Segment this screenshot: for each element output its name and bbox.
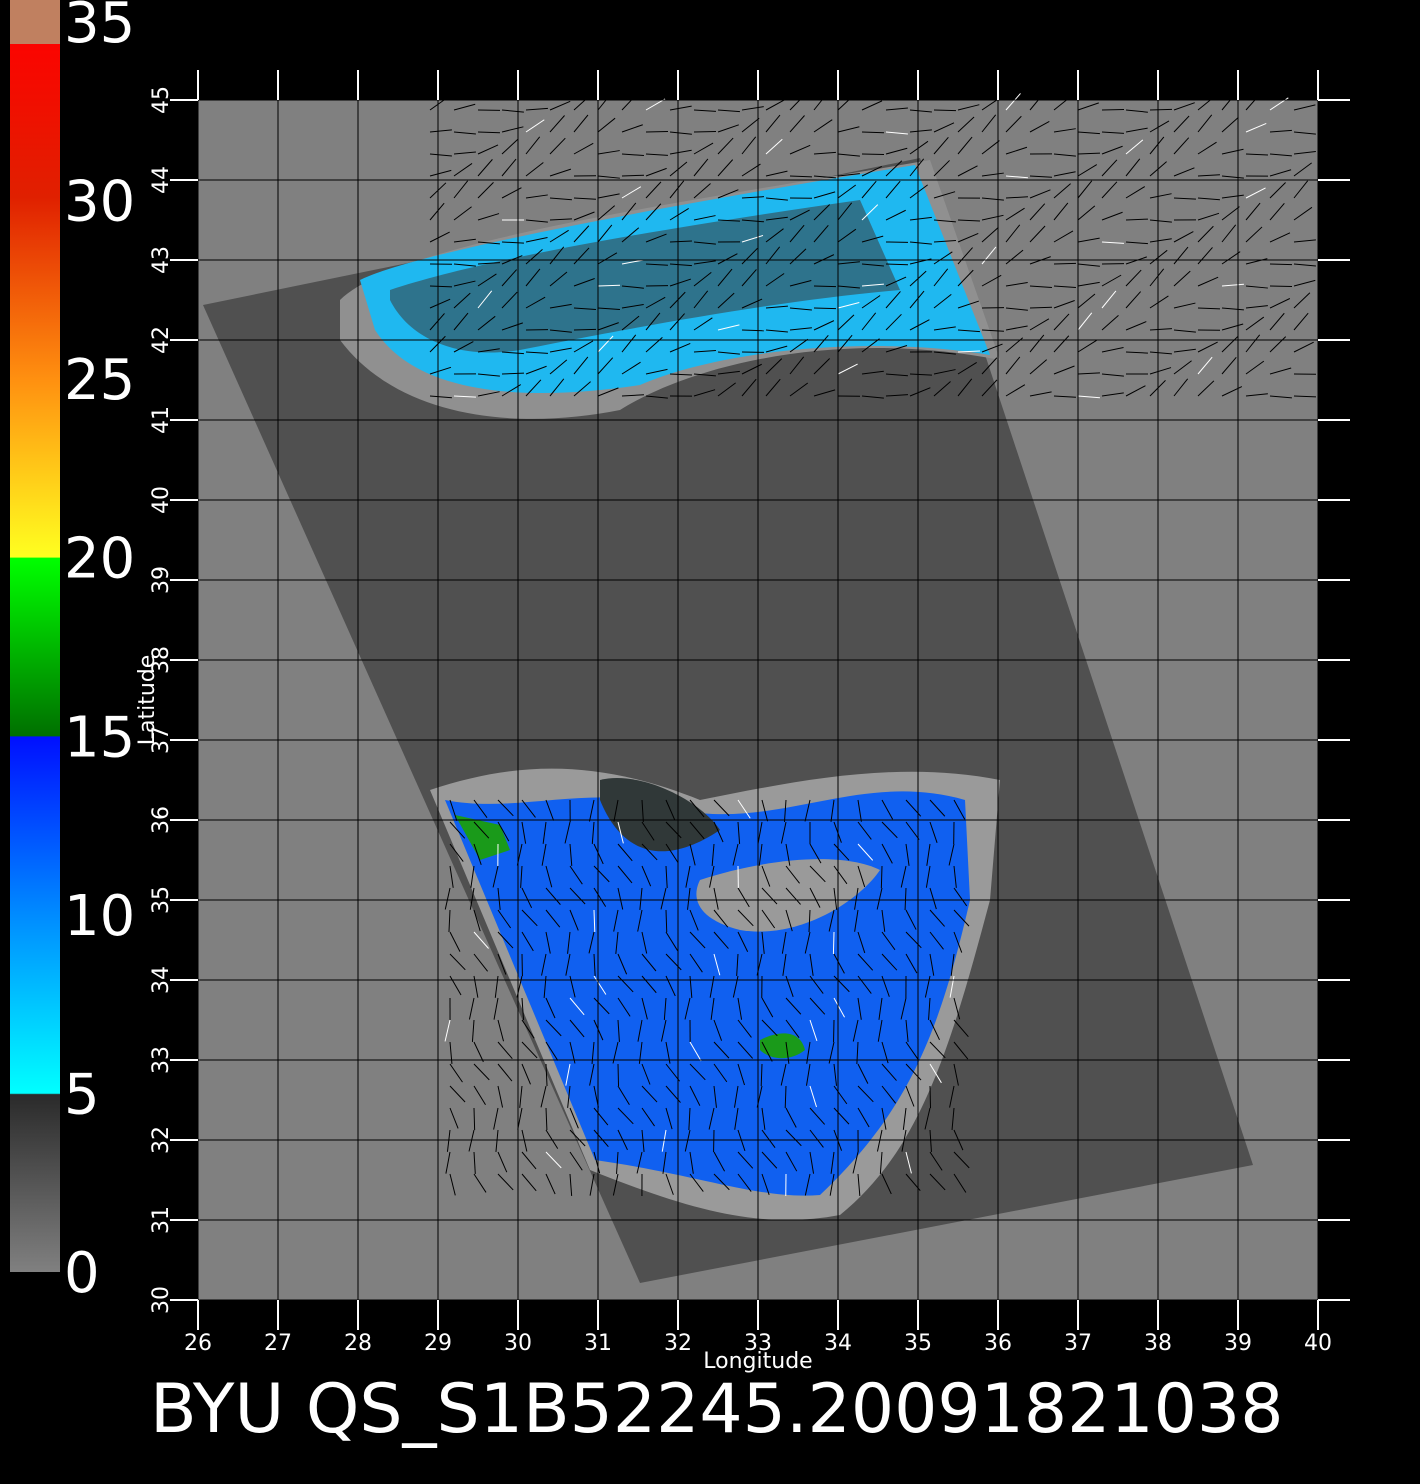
x-tick-label: 30: [504, 1331, 532, 1356]
x-tick-label: 39: [1224, 1331, 1252, 1356]
x-tick-label: 26: [184, 1331, 212, 1356]
y-tick-label: 38: [149, 646, 174, 674]
y-tick-label: 31: [149, 1206, 174, 1234]
wind-barb: [694, 131, 716, 132]
colorbar-label: 15: [64, 705, 135, 770]
wind-barb: [618, 1064, 619, 1086]
wind-barb: [881, 866, 882, 888]
colorbar-label: 0: [64, 1241, 100, 1306]
x-tick-label: 29: [424, 1331, 452, 1356]
y-tick-label: 36: [149, 806, 174, 834]
title: BYU QS_S1B52245.20091821038: [150, 1370, 1283, 1449]
wind-barb: [814, 286, 836, 287]
colorbar-label: 10: [64, 884, 135, 949]
y-tick-label: 30: [149, 1286, 174, 1314]
y-tick-label: 41: [149, 406, 174, 434]
y-tick-label: 45: [149, 86, 174, 114]
colorbar-label: 30: [64, 170, 135, 235]
y-tick-label: 43: [149, 246, 174, 274]
y-tick-label: 35: [149, 886, 174, 914]
wind-barb: [934, 110, 956, 111]
x-tick-label: 31: [584, 1331, 612, 1356]
colorbar-label: 25: [64, 348, 135, 413]
wind-barb: [1054, 263, 1076, 264]
x-tick-label: 34: [824, 1331, 852, 1356]
x-tick-label: 32: [664, 1331, 692, 1356]
y-tick-label: 37: [149, 726, 174, 754]
wind-barb: [833, 932, 834, 954]
y-tick-label: 34: [149, 966, 174, 994]
map-area: [198, 93, 1318, 1300]
colorbar-label: 35: [64, 0, 135, 56]
x-tick-label: 38: [1144, 1331, 1172, 1356]
x-tick-label: 40: [1304, 1331, 1332, 1356]
x-tick-label: 27: [264, 1331, 292, 1356]
wind-barb: [474, 1108, 475, 1130]
y-tick-label: 40: [149, 486, 174, 514]
wind-barb: [862, 132, 884, 133]
x-tick-label: 28: [344, 1331, 372, 1356]
wind-barb: [1150, 109, 1172, 110]
wind-barb: [574, 329, 596, 330]
y-tick-label: 42: [149, 326, 174, 354]
colorbar-label: 5: [64, 1062, 100, 1127]
x-tick-label: 36: [984, 1331, 1012, 1356]
y-tick-label: 44: [149, 166, 174, 194]
colorbar-label: 20: [64, 527, 135, 592]
x-tick-label: 33: [744, 1331, 772, 1356]
wind-barb: [646, 131, 668, 132]
x-tick-label: 35: [904, 1331, 932, 1356]
wind-barb: [930, 1086, 931, 1108]
colorbar: [10, 22, 60, 1272]
y-tick-label: 33: [149, 1046, 174, 1074]
wind-barb: [1270, 264, 1292, 265]
wind-barb: [814, 308, 836, 309]
x-tick-label: 37: [1064, 1331, 1092, 1356]
colorbar-overflow: [10, 0, 60, 44]
y-tick-label: 32: [149, 1126, 174, 1154]
y-tick-label: 39: [149, 566, 174, 594]
